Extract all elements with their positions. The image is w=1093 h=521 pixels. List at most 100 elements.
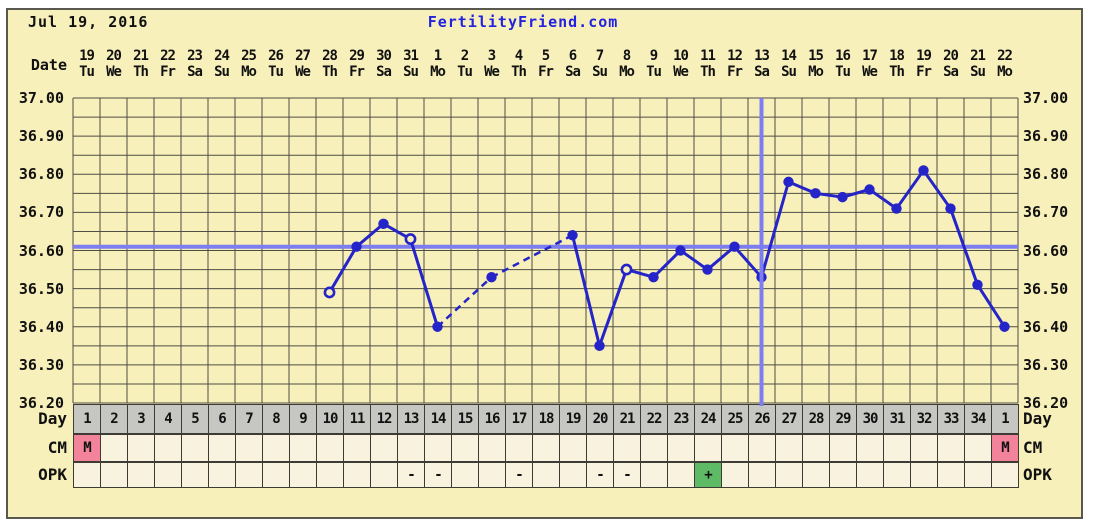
day-cell[interactable]: 4 [154, 404, 182, 434]
cm-cell[interactable] [667, 434, 695, 462]
opk-cell[interactable] [964, 462, 992, 488]
opk-cell[interactable] [289, 462, 317, 488]
opk-cell[interactable]: - [586, 462, 614, 488]
cm-cell[interactable] [100, 434, 128, 462]
day-cell[interactable]: 16 [478, 404, 506, 434]
opk-cell[interactable] [343, 462, 371, 488]
opk-cell[interactable] [802, 462, 830, 488]
day-cell[interactable]: 1 [991, 404, 1019, 434]
opk-cell[interactable] [856, 462, 884, 488]
day-cell[interactable]: 2 [100, 404, 128, 434]
cm-cell[interactable] [235, 434, 263, 462]
opk-cell[interactable] [775, 462, 803, 488]
cm-cell[interactable] [937, 434, 965, 462]
day-cell[interactable]: 9 [289, 404, 317, 434]
opk-cell[interactable]: - [613, 462, 641, 488]
opk-cell[interactable] [748, 462, 776, 488]
cm-cell[interactable] [829, 434, 857, 462]
cm-cell[interactable] [856, 434, 884, 462]
opk-cell[interactable] [559, 462, 587, 488]
opk-cell[interactable] [829, 462, 857, 488]
day-cell[interactable]: 8 [262, 404, 290, 434]
cm-cell[interactable]: M [73, 434, 101, 462]
opk-cell[interactable] [883, 462, 911, 488]
day-cell[interactable]: 3 [127, 404, 155, 434]
opk-cell[interactable] [937, 462, 965, 488]
cm-cell[interactable] [397, 434, 425, 462]
opk-cell[interactable] [991, 462, 1019, 488]
day-cell[interactable]: 28 [802, 404, 830, 434]
day-cell[interactable]: 17 [505, 404, 533, 434]
day-cell[interactable]: 12 [370, 404, 398, 434]
opk-cell[interactable] [640, 462, 668, 488]
cm-cell[interactable] [424, 434, 452, 462]
day-cell[interactable]: 20 [586, 404, 614, 434]
day-cell[interactable]: 19 [559, 404, 587, 434]
day-cell[interactable]: 34 [964, 404, 992, 434]
cm-cell[interactable] [451, 434, 479, 462]
cm-cell[interactable] [694, 434, 722, 462]
cm-cell[interactable] [532, 434, 560, 462]
opk-cell[interactable] [181, 462, 209, 488]
day-cell[interactable]: 24 [694, 404, 722, 434]
cm-cell[interactable] [208, 434, 236, 462]
day-cell[interactable]: 31 [883, 404, 911, 434]
cm-cell[interactable] [613, 434, 641, 462]
day-cell[interactable]: 5 [181, 404, 209, 434]
cm-cell[interactable] [586, 434, 614, 462]
day-cell[interactable]: 15 [451, 404, 479, 434]
day-cell[interactable]: 21 [613, 404, 641, 434]
opk-cell[interactable] [532, 462, 560, 488]
opk-cell[interactable]: - [505, 462, 533, 488]
cm-cell[interactable] [964, 434, 992, 462]
opk-cell[interactable] [262, 462, 290, 488]
opk-cell[interactable]: - [424, 462, 452, 488]
opk-cell[interactable] [451, 462, 479, 488]
day-cell[interactable]: 7 [235, 404, 263, 434]
opk-cell[interactable] [667, 462, 695, 488]
cm-cell[interactable] [478, 434, 506, 462]
cm-cell[interactable] [316, 434, 344, 462]
cm-cell[interactable] [775, 434, 803, 462]
opk-cell[interactable] [316, 462, 344, 488]
opk-cell[interactable] [721, 462, 749, 488]
day-cell[interactable]: 11 [343, 404, 371, 434]
day-cell[interactable]: 13 [397, 404, 425, 434]
opk-cell[interactable] [100, 462, 128, 488]
day-cell[interactable]: 10 [316, 404, 344, 434]
opk-cell[interactable] [478, 462, 506, 488]
opk-cell[interactable]: - [397, 462, 425, 488]
opk-cell[interactable] [208, 462, 236, 488]
cm-cell[interactable] [883, 434, 911, 462]
day-cell[interactable]: 23 [667, 404, 695, 434]
brand-link[interactable]: FertilityFriend.com [427, 13, 619, 31]
day-cell[interactable]: 1 [73, 404, 101, 434]
cm-cell[interactable]: M [991, 434, 1019, 462]
cm-cell[interactable] [154, 434, 182, 462]
day-cell[interactable]: 25 [721, 404, 749, 434]
cm-cell[interactable] [910, 434, 938, 462]
day-cell[interactable]: 22 [640, 404, 668, 434]
cm-cell[interactable] [289, 434, 317, 462]
cm-cell[interactable] [505, 434, 533, 462]
day-cell[interactable]: 27 [775, 404, 803, 434]
day-cell[interactable]: 6 [208, 404, 236, 434]
cm-cell[interactable] [640, 434, 668, 462]
opk-cell[interactable] [370, 462, 398, 488]
day-cell[interactable]: 26 [748, 404, 776, 434]
cm-cell[interactable] [748, 434, 776, 462]
opk-cell[interactable]: + [694, 462, 722, 488]
opk-cell[interactable] [235, 462, 263, 488]
opk-cell[interactable] [910, 462, 938, 488]
cm-cell[interactable] [181, 434, 209, 462]
opk-cell[interactable] [73, 462, 101, 488]
day-cell[interactable]: 32 [910, 404, 938, 434]
cm-cell[interactable] [127, 434, 155, 462]
cm-cell[interactable] [559, 434, 587, 462]
cm-cell[interactable] [262, 434, 290, 462]
opk-cell[interactable] [127, 462, 155, 488]
opk-cell[interactable] [154, 462, 182, 488]
cm-cell[interactable] [370, 434, 398, 462]
cm-cell[interactable] [721, 434, 749, 462]
day-cell[interactable]: 18 [532, 404, 560, 434]
